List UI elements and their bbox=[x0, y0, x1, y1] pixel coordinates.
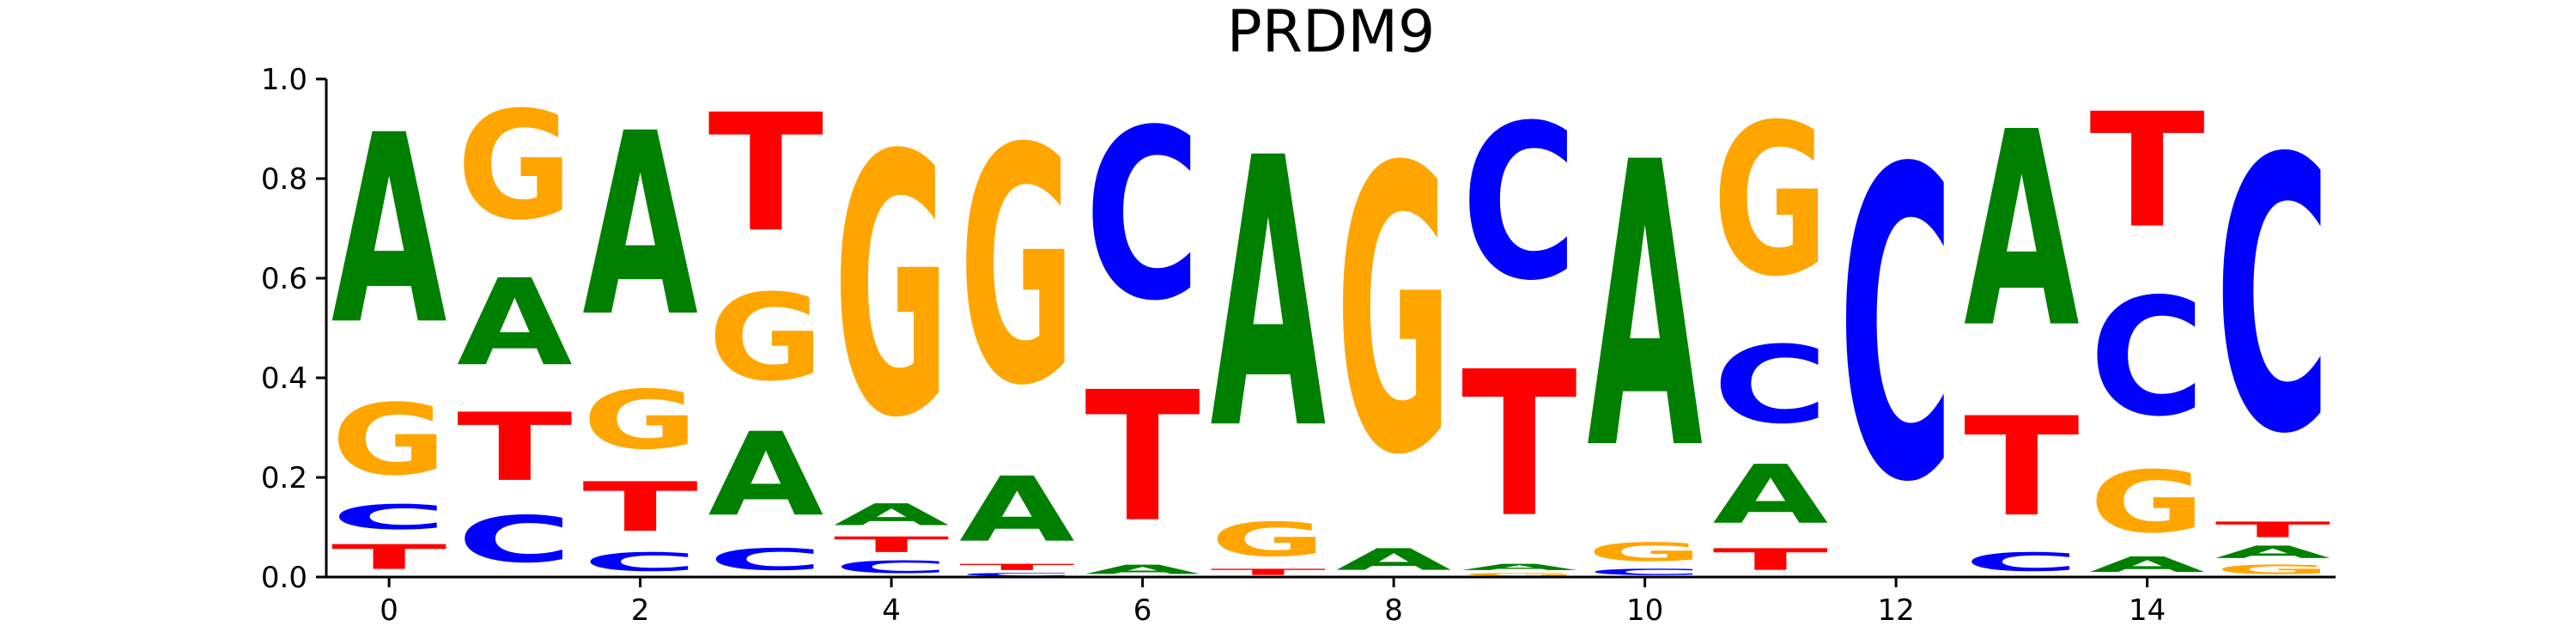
logo-letter-G: G bbox=[959, 79, 1075, 457]
logo-letter-G: G bbox=[331, 384, 447, 497]
logo-letter-G: G bbox=[708, 269, 824, 408]
logo-letter-C: C bbox=[834, 557, 950, 577]
logo-letter-G: G bbox=[834, 79, 950, 496]
logo-letter-C: C bbox=[457, 502, 573, 577]
x-tick-label: 4 bbox=[882, 593, 901, 628]
logo-letter-C: C bbox=[582, 547, 698, 577]
logo-letter-A: A bbox=[708, 408, 824, 542]
y-tick-label: 1.0 bbox=[261, 63, 307, 97]
logo-letter-C: C bbox=[708, 543, 824, 577]
logo-letter-A: A bbox=[1211, 80, 1327, 511]
y-ticks: 0.0 0.2 0.4 0.6 0.8 1.0 bbox=[261, 63, 326, 595]
x-ticks: 0 2 4 6 8 10 12 14 bbox=[380, 577, 2166, 628]
logo-letter-A: A bbox=[1964, 74, 2080, 387]
x-tick-label: 14 bbox=[2129, 593, 2166, 628]
logo-letter-A: A bbox=[582, 80, 698, 372]
logo-letter-T: T bbox=[1461, 329, 1577, 562]
logo-letter-A: A bbox=[1461, 562, 1577, 573]
logo-letter-G: G bbox=[1461, 572, 1577, 577]
logo-letter-T: T bbox=[2089, 79, 2205, 263]
logo-letter-G: G bbox=[1713, 80, 1829, 323]
logo-letter-A: A bbox=[1336, 543, 1452, 577]
logo-letter-T: T bbox=[708, 80, 824, 268]
x-tick-label: 12 bbox=[1877, 593, 1914, 628]
logo-letter-C: C bbox=[1461, 81, 1577, 328]
logo-letter-T: T bbox=[2215, 518, 2331, 543]
chart-title: PRDM9 bbox=[1227, 0, 1436, 66]
logo-letter-G: G bbox=[457, 79, 573, 253]
logo-letter-A: A bbox=[2089, 552, 2205, 577]
logo-letter-T: T bbox=[1964, 389, 2080, 547]
logo-letter-G: G bbox=[2215, 562, 2331, 577]
logo-letter-A: A bbox=[331, 81, 447, 383]
logo-letter-G: G bbox=[582, 373, 698, 467]
logo-letter-C: C bbox=[2215, 79, 2331, 515]
logo-letter-T: T bbox=[1084, 354, 1200, 562]
logo-letter-A: A bbox=[1713, 447, 1829, 542]
y-tick-label: 0.0 bbox=[261, 561, 307, 595]
logo-letter-T: T bbox=[331, 538, 447, 577]
logo-letter-C: C bbox=[331, 498, 447, 538]
logo-letter-A: A bbox=[834, 497, 950, 532]
logo-letter-A: A bbox=[1587, 82, 1704, 537]
x-tick-label: 10 bbox=[1626, 593, 1663, 628]
logo-letter-C: C bbox=[1964, 547, 2080, 577]
x-tick-label: 0 bbox=[380, 593, 398, 628]
logo-letter-G: G bbox=[1587, 538, 1703, 568]
logo-letter-A: A bbox=[457, 254, 573, 392]
logo-letter-A: A bbox=[2215, 543, 2331, 562]
logo-letter-C: C bbox=[2089, 263, 2205, 452]
logo-letter-C: C bbox=[959, 572, 1075, 577]
axes bbox=[325, 79, 2336, 579]
y-tick-label: 0.4 bbox=[261, 361, 307, 396]
logo-letter-T: T bbox=[1713, 543, 1829, 577]
y-tick-label: 0.8 bbox=[261, 162, 307, 197]
logo-letter-T: T bbox=[959, 562, 1075, 573]
logo-letter-T: T bbox=[582, 468, 698, 547]
logo-letter-C: C bbox=[1838, 81, 1954, 576]
logo-letter-G: G bbox=[2089, 453, 2205, 552]
logo-letter-G: G bbox=[1211, 513, 1327, 567]
y-tick-label: 0.2 bbox=[261, 461, 307, 495]
logo-letter-C: C bbox=[1084, 79, 1200, 352]
x-tick-label: 2 bbox=[631, 593, 650, 628]
logo-letter-C: C bbox=[1587, 567, 1703, 577]
x-tick-label: 6 bbox=[1133, 593, 1152, 628]
logo-letter-A: A bbox=[959, 458, 1075, 562]
logo-letter-T: T bbox=[457, 393, 573, 502]
y-tick-label: 0.6 bbox=[261, 262, 307, 296]
logo-letter-A: A bbox=[1084, 562, 1200, 577]
logo-letter-T: T bbox=[1211, 567, 1327, 577]
logo-letter-T: T bbox=[834, 532, 950, 557]
logo-glyph-layer: TCGACTAGCTGACAGTCTAGCTAGATCTGAAGGATCCGAT… bbox=[331, 74, 2331, 577]
logo-letter-G: G bbox=[1336, 85, 1452, 541]
x-tick-label: 8 bbox=[1384, 593, 1403, 628]
logo-letter-C: C bbox=[1713, 324, 1829, 447]
